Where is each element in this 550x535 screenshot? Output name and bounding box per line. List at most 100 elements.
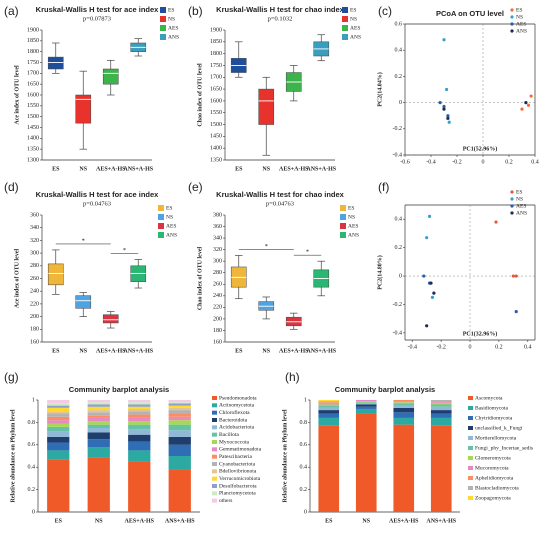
scatter-point (427, 214, 432, 218)
y-tick-label: 1850 (27, 38, 39, 44)
y-tick-label: 0.2 (395, 74, 403, 80)
scatter-point (446, 116, 450, 120)
bar-segment (355, 408, 377, 414)
legend-label: Bacillota (219, 432, 239, 438)
legend-label: Desulfobacterota (219, 482, 257, 489)
y-axis-label: Ace index of OTU level (14, 65, 20, 125)
bar-segment (47, 400, 70, 404)
bar-segment (87, 457, 110, 512)
bar-segment (318, 404, 340, 406)
chart-title: Kruskal-Wallis H test for ace index (36, 190, 160, 199)
legend-swatch (212, 440, 217, 444)
x-tick-label: ANS+A-HS (306, 166, 336, 172)
x-tick-label: ES (52, 166, 60, 172)
bar-segment (430, 401, 452, 403)
y-tick-label: 340 (213, 235, 222, 241)
y-tick-label: 1700 (210, 75, 222, 81)
bar-segment (355, 401, 377, 403)
x-tick-label: NS (262, 166, 270, 172)
legend-label: NS (168, 16, 175, 22)
x-tick-label: ES (235, 348, 243, 354)
bar-segment (128, 404, 151, 407)
bar-segment (318, 425, 340, 512)
y-tick-label: 0.6 (395, 21, 403, 27)
legend-swatch (212, 403, 217, 408)
legend-label: Glomeromycota (475, 455, 511, 461)
legend-label: ES (168, 7, 174, 13)
legend-label: Zoopagomycota (475, 495, 511, 501)
y-tick-label: 340 (30, 225, 39, 231)
y-tick-label: 160 (213, 339, 222, 345)
legend-label: Gemmatimonadota (219, 447, 262, 453)
bar-segment (128, 408, 151, 412)
panel-label: (a) (4, 4, 19, 18)
x-tick-label: ANS+A-HS (123, 166, 153, 172)
bar-segment (128, 429, 151, 435)
legend-marker (510, 22, 514, 26)
bar-segment (355, 413, 377, 512)
x-tick-label: AES+A-HS (96, 166, 126, 172)
legend-label: Bdellovibrionota (219, 469, 257, 475)
panel-label: (c) (378, 4, 392, 18)
x-tick-label: ES (55, 518, 63, 524)
legend-label: Aphelidiomycota (475, 475, 514, 481)
y-tick-label: 240 (213, 293, 222, 299)
bar-segment (128, 441, 151, 451)
legend-swatch (160, 25, 166, 31)
y-tick-label: 1750 (210, 63, 222, 69)
y-axis-label: PC2(14.80%) (376, 255, 383, 290)
y-tick-label: 200 (30, 314, 39, 320)
legend-label: Mortierellomycota (475, 435, 517, 441)
significance-label: * (82, 237, 85, 244)
legend-swatch (212, 498, 217, 503)
bar-segment (87, 424, 110, 428)
y-axis-label: Chao index of OTU level (197, 247, 203, 311)
y-tick-label: -0.2 (393, 126, 403, 132)
bar-segment (168, 456, 191, 470)
bar-segment (393, 405, 415, 408)
bar-segment (128, 402, 151, 405)
bar-segment (47, 450, 70, 460)
scatter-point (442, 38, 446, 42)
y-tick-label: 0 (32, 509, 35, 515)
legend-swatch (158, 232, 164, 238)
legend-label: ES (348, 205, 354, 211)
bar-segment (168, 405, 191, 408)
legend-swatch (212, 425, 217, 430)
chart-subtitle: p=0.04763 (83, 200, 111, 207)
bar-segment (128, 414, 151, 418)
y-tick-label: 1500 (27, 114, 39, 120)
legend-label: ES (350, 7, 356, 13)
y-tick-label: 0.2 (300, 487, 308, 493)
y-tick-label: 160 (30, 339, 39, 345)
bar-segment (87, 432, 110, 440)
chart-title: PCoA on OTU level (436, 9, 504, 18)
scatter-point (447, 120, 451, 124)
bar-segment (47, 407, 70, 412)
legend-swatch (212, 418, 217, 422)
y-tick-label: 320 (213, 247, 222, 253)
box (258, 88, 275, 125)
bar-segment (430, 402, 452, 404)
bar-segment (87, 410, 110, 413)
y-tick-label: -0.4 (393, 152, 403, 158)
legend-marker (510, 190, 514, 194)
y-tick-label: 1600 (27, 92, 39, 98)
bar-segment (355, 403, 377, 405)
bar-segment (430, 406, 452, 411)
bar-segment (168, 403, 191, 406)
bar-segment (87, 406, 110, 411)
x-tick-label: -0.4 (426, 159, 436, 165)
legend-label: Ascomycota (475, 395, 503, 401)
bar-segment (87, 447, 110, 458)
legend-swatch (340, 214, 346, 220)
panel-label: (h) (285, 370, 300, 384)
x-axis-label: PC1(32.96%) (463, 330, 498, 337)
legend-swatch (340, 232, 346, 238)
y-tick-label: 1 (304, 397, 307, 403)
bar-segment (168, 410, 191, 414)
x-tick-label: AES+A-HS (279, 348, 309, 354)
y-tick-label: -0.4 (393, 330, 403, 336)
y-tick-label: 1450 (210, 134, 222, 140)
